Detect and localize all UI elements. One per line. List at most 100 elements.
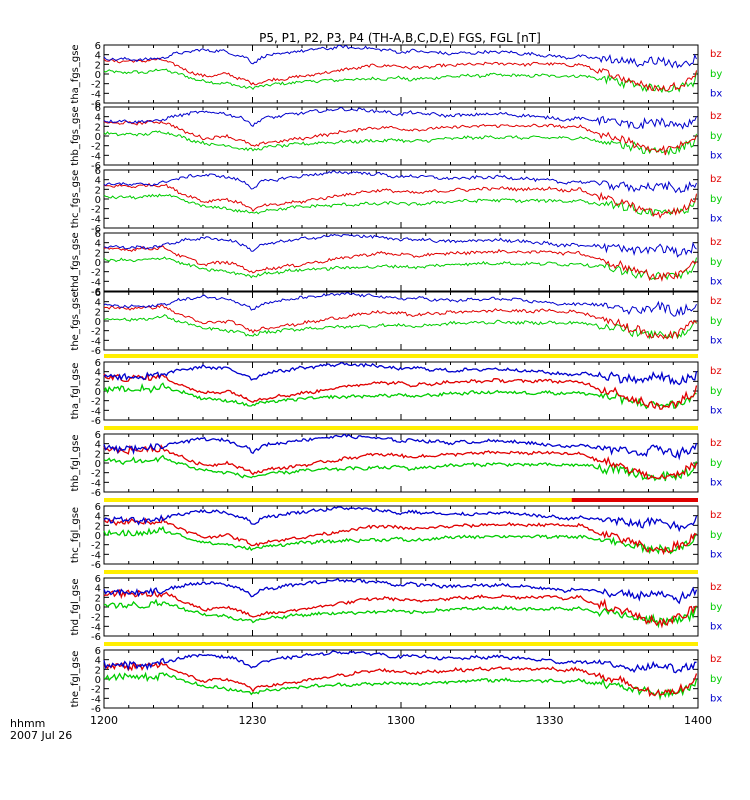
y-tick-label: 2 [95, 449, 101, 460]
x-axis: 1200 1230 1300 1330 1400 [90, 714, 712, 727]
y-tick-label: -4 [91, 406, 101, 417]
panel-label: thc_fgs_gse [70, 170, 81, 229]
y-tick-label: -6 [91, 632, 101, 643]
y-tick-label: 0 [95, 258, 101, 269]
legend-by: by [710, 194, 722, 205]
y-tick-label: -4 [91, 550, 101, 561]
legend-bz: bz [710, 49, 722, 60]
series-bz-line [103, 444, 698, 480]
panel-frame [103, 577, 699, 637]
y-tick-label: 6 [95, 358, 101, 369]
series-bz-line [103, 120, 697, 156]
panel-frame [103, 433, 699, 493]
series-bz-line [103, 57, 697, 92]
y-tick-label: -6 [91, 346, 101, 357]
y-tick-label: -6 [91, 224, 101, 235]
y-tick-label: 2 [95, 307, 101, 318]
series-bx-line [103, 106, 697, 130]
status-bar-yellow [104, 642, 698, 646]
panel-frame [103, 361, 699, 421]
legend-bz: bz [710, 438, 722, 449]
panel-label: thc_fgl_gse [70, 507, 81, 563]
series-by-line [103, 525, 698, 555]
panel-label: thb_fgs_gse [70, 106, 81, 165]
chart-title: P5, P1, P2, P3, P4 (TH-A,B,C,D,E) FGS, F… [259, 31, 541, 45]
y-tick-label: -6 [91, 704, 101, 715]
y-tick-label: -2 [91, 142, 101, 153]
y-tick-label: -4 [91, 336, 101, 347]
y-tick-label: 4 [95, 584, 101, 595]
legend-by: by [710, 257, 722, 268]
legend-bx: bx [710, 406, 722, 417]
legend-bx: bx [710, 550, 722, 561]
y-tick-label: -2 [91, 469, 101, 480]
y-tick-label: 6 [95, 229, 101, 240]
series-bz-line [103, 304, 697, 340]
y-tick-label: 2 [95, 665, 101, 676]
y-tick-label: 6 [95, 502, 101, 513]
panel-label: the_fgs_gse [70, 291, 81, 350]
y-tick-label: -4 [91, 277, 101, 288]
y-tick-label: -4 [91, 622, 101, 633]
y-tick-label: -4 [91, 214, 101, 225]
series-bx-line [103, 506, 698, 533]
status-bar-yellow [104, 426, 698, 430]
series-by-line [103, 68, 697, 94]
y-tick-label: -6 [91, 416, 101, 427]
legend-bz: bz [710, 237, 722, 248]
legend-bz: bz [710, 174, 722, 185]
status-bar-yellow [104, 498, 698, 502]
legend-by: by [710, 386, 722, 397]
y-tick-label: -2 [91, 205, 101, 216]
y-tick-label: -6 [91, 99, 101, 110]
y-tick-label: 2 [95, 248, 101, 259]
x-tick-label: 1330 [536, 714, 564, 727]
legend-bx: bx [710, 622, 722, 633]
legend-by: by [710, 131, 722, 142]
status-bar-yellow [104, 570, 698, 574]
series-bz-line [103, 516, 697, 556]
legend-bx: bx [710, 214, 722, 225]
legend-by: by [710, 316, 722, 327]
y-tick-label: -4 [91, 89, 101, 100]
y-tick-label: 0 [95, 317, 101, 328]
y-tick-label: 2 [95, 122, 101, 133]
legend-by: by [710, 674, 722, 685]
y-tick-label: -2 [91, 685, 101, 696]
series-bz-line [103, 660, 698, 698]
panel-label: the_fgl_gse [70, 651, 81, 708]
series-by-line [103, 314, 697, 340]
series-by-line [103, 193, 697, 216]
legend-by: by [710, 602, 722, 613]
panel-frame [103, 106, 699, 166]
y-tick-label: -2 [91, 268, 101, 279]
y-tick-label: 6 [95, 574, 101, 585]
panel-label: tha_fgs_gse [70, 44, 81, 103]
series-bx-line [103, 44, 697, 69]
x-tick-label: 1230 [239, 714, 267, 727]
y-tick-label: 0 [95, 387, 101, 398]
y-tick-label: 6 [95, 430, 101, 441]
series-bz-line [103, 589, 697, 629]
y-tick-label: 0 [95, 603, 101, 614]
date-label: 2007 Jul 26 [10, 729, 72, 742]
y-tick-label: 0 [95, 195, 101, 206]
panel-label: thb_fgl_gse [70, 435, 81, 492]
series-bx-line [103, 361, 698, 386]
legend-bz: bz [710, 654, 722, 665]
y-tick-label: 2 [95, 377, 101, 388]
series-bx-line [103, 433, 698, 461]
series-by-line [103, 454, 698, 482]
series-bz-line [103, 245, 697, 283]
legend-bx: bx [710, 478, 722, 489]
series-bz-line [103, 371, 698, 410]
series-by-line [104, 671, 698, 701]
y-tick-label: -6 [91, 287, 101, 298]
y-tick-label: 6 [95, 288, 101, 299]
